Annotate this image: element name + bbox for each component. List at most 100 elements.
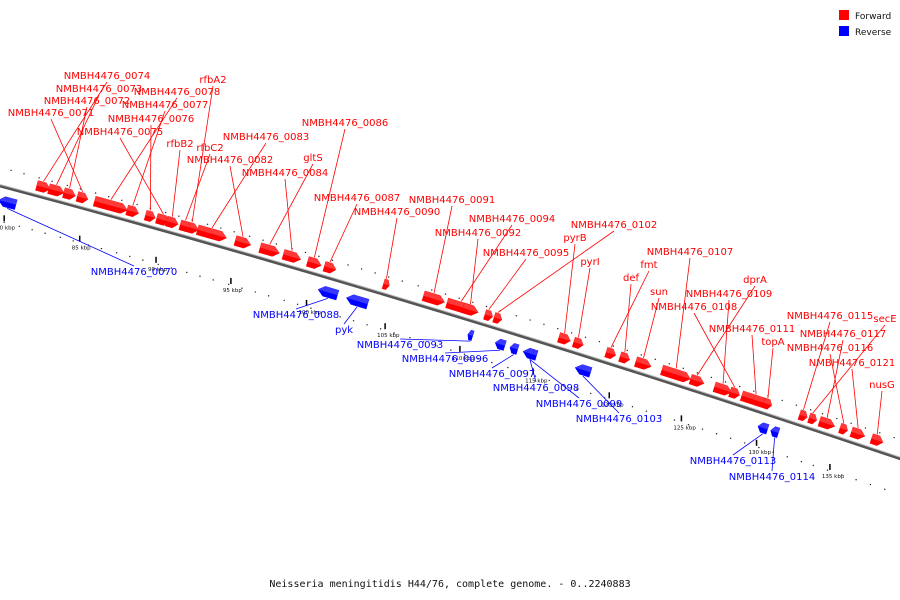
forward-gene-label[interactable]: NMBH4476_0091 (409, 195, 495, 206)
forward-gene-arrow[interactable] (421, 290, 446, 307)
forward-gene-arrow[interactable] (688, 374, 705, 388)
forward-gene-arrow[interactable] (178, 219, 192, 233)
forward-gene-label[interactable]: NMBH4476_0072 (44, 96, 130, 107)
reverse-gene-arrow[interactable] (345, 293, 370, 310)
forward-gene-arrow[interactable] (660, 364, 692, 384)
forward-gene-arrow[interactable] (143, 210, 156, 222)
forward-gene-arrow[interactable] (483, 309, 494, 322)
forward-gene-label[interactable]: NMBH4476_0073 (56, 84, 142, 95)
forward-gene-label[interactable]: NMBH4476_0109 (686, 289, 772, 300)
reverse-gene-label[interactable]: NMBH4476_0103 (576, 414, 662, 425)
forward-gene-label[interactable]: rfbA2 (199, 75, 226, 86)
reverse-gene-label[interactable]: NMBH4476_0097 (449, 369, 535, 380)
forward-gene-arrow[interactable] (322, 261, 337, 275)
forward-gene-label[interactable]: rfbB2 (166, 139, 193, 150)
forward-gene-label[interactable]: dprA (743, 275, 767, 286)
forward-gene-label[interactable]: NMBH4476_0111 (709, 324, 795, 335)
forward-gene-arrow[interactable] (762, 397, 774, 410)
forward-gene-label[interactable]: gltS (303, 153, 322, 164)
forward-gene-label[interactable]: NMBH4476_0087 (314, 193, 400, 204)
forward-gene-label[interactable]: NMBH4476_0090 (354, 207, 440, 218)
reverse-gene-arrow[interactable] (526, 348, 535, 360)
forward-gene-arrow[interactable] (728, 386, 742, 400)
forward-gene-arrow[interactable] (807, 412, 819, 425)
forward-gene-arrow[interactable] (604, 347, 618, 360)
forward-gene-arrow[interactable] (557, 332, 571, 346)
forward-gene-arrow[interactable] (281, 249, 302, 265)
forward-gene-label[interactable]: fmt (640, 260, 657, 271)
forward-gene-arrow[interactable] (258, 242, 281, 258)
reverse-gene-label[interactable]: pyk (335, 325, 353, 336)
forward-gene-label[interactable]: NMBH4476_0071 (8, 108, 94, 119)
forward-gene-label[interactable]: NMBH4476_0095 (483, 248, 569, 259)
forward-gene-label[interactable]: NMBH4476_0076 (108, 114, 194, 125)
forward-gene-label[interactable]: NMBH4476_0078 (134, 87, 220, 98)
forward-gene-arrow[interactable] (75, 191, 89, 205)
forward-gene-label[interactable]: pyrB (563, 233, 586, 244)
forward-gene-arrow[interactable] (712, 381, 733, 397)
forward-gene-arrow[interactable] (849, 426, 866, 441)
forward-gene-arrow[interactable] (817, 416, 836, 431)
gene-shade (307, 256, 322, 266)
reverse-gene-arrow[interactable] (574, 363, 593, 378)
forward-gene-label[interactable]: NMBH4476_0115 (787, 311, 873, 322)
reverse-gene-arrow[interactable] (0, 195, 18, 210)
forward-gene-arrow[interactable] (164, 215, 179, 229)
forward-gene-arrow[interactable] (492, 312, 504, 325)
forward-gene-label[interactable]: secE (873, 314, 896, 325)
reverse-gene-label[interactable]: NMBH4476_0113 (690, 456, 776, 467)
forward-gene-label[interactable]: rfbC2 (196, 143, 223, 154)
reverse-gene-label[interactable]: NMBH4476_0093 (357, 340, 443, 351)
reverse-gene-arrow[interactable] (494, 338, 507, 351)
forward-gene-label[interactable]: NMBH4476_0121 (809, 358, 895, 369)
forward-gene-label[interactable]: NMBH4476_0102 (571, 220, 657, 231)
reverse-gene-arrow[interactable] (508, 343, 520, 355)
forward-gene-label[interactable]: sun (650, 287, 668, 298)
forward-gene-arrow[interactable] (838, 422, 849, 435)
forward-gene-label[interactable]: NMBH4476_0075 (77, 127, 163, 138)
forward-gene-arrow[interactable] (35, 180, 52, 194)
forward-gene-label[interactable]: NMBH4476_0094 (469, 214, 555, 225)
forward-gene-label[interactable]: NMBH4476_0077 (122, 100, 208, 111)
reverse-gene-label[interactable]: NMBH4476_0070 (91, 267, 177, 278)
reverse-gene-label[interactable]: NMBH4476_0088 (253, 310, 339, 321)
forward-gene-label[interactable]: def (623, 273, 640, 284)
forward-gene-arrow[interactable] (47, 183, 66, 198)
forward-gene-label[interactable]: NMBH4476_0108 (651, 302, 737, 313)
forward-gene-arrow[interactable] (125, 204, 140, 218)
forward-gene-arrow[interactable] (461, 302, 479, 317)
reverse-gene-arrow[interactable] (756, 421, 770, 435)
reverse-gene-label[interactable]: NMBH4476_0099 (536, 399, 622, 410)
forward-gene-label[interactable]: NMBH4476_0082 (187, 155, 273, 166)
forward-gene-arrow[interactable] (634, 356, 652, 371)
scale-tick-label: 130 kbp (749, 450, 772, 456)
reverse-gene-label[interactable]: NMBH4476_0098 (493, 383, 579, 394)
forward-gene-arrow[interactable] (797, 409, 809, 422)
forward-gene-arrow[interactable] (233, 235, 252, 250)
forward-gene-label[interactable]: nusG (869, 380, 895, 391)
forward-gene-label[interactable]: NMBH4476_0074 (64, 71, 150, 82)
forward-gene-arrow[interactable] (195, 224, 228, 243)
forward-gene-label[interactable]: NMBH4476_0084 (242, 168, 328, 179)
reverse-gene-arrow[interactable] (317, 285, 340, 301)
forward-gene-label[interactable]: NMBH4476_0092 (435, 228, 521, 239)
forward-gene-arrow[interactable] (62, 187, 76, 201)
forward-gene-arrow[interactable] (618, 351, 632, 365)
reverse-gene-arrow[interactable] (466, 329, 475, 341)
forward-gene-label[interactable]: NMBH4476_0117 (800, 329, 886, 340)
forward-gene-label[interactable]: NMBH4476_0107 (647, 247, 733, 258)
forward-gene-label[interactable]: topA (761, 337, 784, 348)
reverse-gene-label[interactable]: NMBH4476_0096 (402, 354, 488, 365)
forward-gene-arrow[interactable] (92, 195, 128, 215)
forward-gene-arrow[interactable] (305, 256, 322, 271)
forward-gene-label[interactable]: NMBH4476_0083 (223, 132, 309, 143)
forward-gene-arrow[interactable] (869, 433, 885, 447)
forward-gene-arrow[interactable] (571, 336, 585, 350)
forward-gene-label[interactable]: NMBH4476_0116 (787, 343, 873, 354)
forward-gene-label[interactable]: pyrI (580, 257, 599, 268)
reverse-gene-arrow[interactable] (769, 426, 781, 438)
forward-gene-arrow[interactable] (381, 278, 391, 290)
forward-gene-label[interactable]: NMBH4476_0086 (302, 118, 388, 129)
reverse-gene-label[interactable]: NMBH4476_0114 (729, 472, 815, 483)
